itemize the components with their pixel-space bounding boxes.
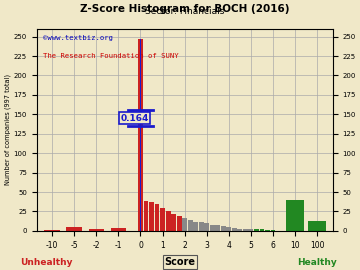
Bar (171, 214, 176, 231)
Bar (215, 225, 220, 231)
Bar (243, 229, 248, 231)
Bar (221, 226, 226, 231)
Bar (188, 220, 193, 231)
Bar (138, 39, 143, 231)
Bar (144, 201, 148, 231)
Bar (238, 229, 242, 231)
Bar (166, 211, 171, 231)
Bar (44, 230, 60, 231)
Text: 0.164: 0.164 (121, 114, 149, 123)
Bar (111, 228, 126, 231)
Bar (149, 202, 154, 231)
Bar (199, 222, 204, 231)
Bar (271, 230, 275, 231)
Bar (182, 218, 187, 231)
Bar (226, 227, 231, 231)
Bar (193, 222, 198, 231)
Bar (265, 230, 270, 231)
Bar (154, 204, 159, 231)
Title: Z-Score Histogram for BOCH (2016): Z-Score Histogram for BOCH (2016) (80, 4, 289, 14)
Text: Sector: Financials: Sector: Financials (145, 7, 224, 16)
Text: Healthy: Healthy (297, 258, 337, 267)
Bar (89, 229, 104, 231)
Bar (204, 223, 209, 231)
Text: Unhealthy: Unhealthy (21, 258, 73, 267)
Text: Score: Score (165, 257, 195, 267)
Bar (248, 229, 253, 231)
Text: The Research Foundation of SUNY: The Research Foundation of SUNY (42, 53, 178, 59)
Bar (232, 228, 237, 231)
Bar (160, 208, 165, 231)
Bar (67, 227, 82, 231)
Bar (177, 216, 181, 231)
Text: ©www.textbiz.org: ©www.textbiz.org (42, 35, 113, 41)
Bar (260, 229, 264, 231)
Bar (140, 39, 141, 231)
Bar (286, 200, 304, 231)
Bar (210, 225, 215, 231)
Bar (308, 221, 326, 231)
Bar (254, 229, 259, 231)
Y-axis label: Number of companies (997 total): Number of companies (997 total) (4, 74, 11, 185)
